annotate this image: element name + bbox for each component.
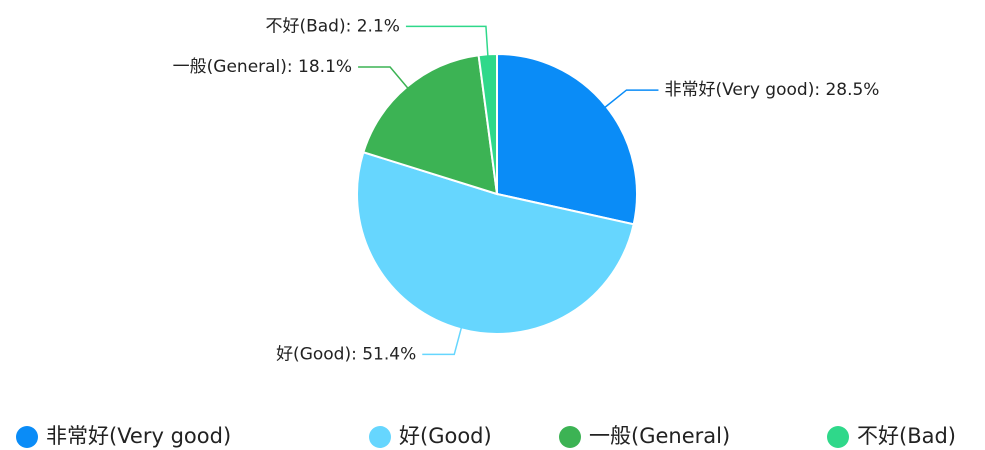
leader-line <box>422 325 463 356</box>
data-label: 好(Good): 51.4% <box>276 344 416 364</box>
leader-line <box>358 66 410 91</box>
legend-label: 好(Good) <box>399 424 492 448</box>
legend-label: 非常好(Very good) <box>46 424 231 448</box>
leader-line <box>602 89 659 110</box>
legend-label: 不好(Bad) <box>857 424 956 448</box>
legend-label: 一般(General) <box>589 424 730 448</box>
data-label: 不好(Bad): 2.1% <box>265 16 399 36</box>
leader-line <box>405 25 489 59</box>
data-label: 非常好(Very good): 28.5% <box>664 80 879 100</box>
legend-swatch <box>369 426 391 448</box>
legend-swatch <box>16 426 38 448</box>
data-label: 一般(General): 18.1% <box>173 57 352 77</box>
legend-swatch <box>559 426 581 448</box>
legend-swatch <box>827 426 849 448</box>
